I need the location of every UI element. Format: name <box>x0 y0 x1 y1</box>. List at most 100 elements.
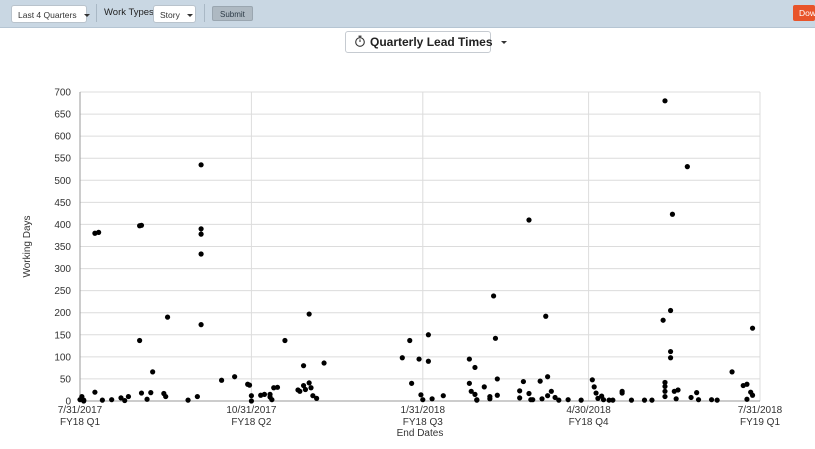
data-point <box>695 397 702 403</box>
data-point <box>669 211 676 217</box>
chevron-down-icon <box>500 41 507 45</box>
data-point <box>96 229 102 235</box>
data-point <box>297 388 303 394</box>
data-point <box>194 393 200 400</box>
data-point <box>673 396 679 402</box>
data-point <box>517 388 523 394</box>
data-point <box>474 397 480 403</box>
data-point <box>660 317 666 323</box>
data-point <box>418 392 424 398</box>
data-point <box>662 388 668 394</box>
scatter-chart: 0 50 100 150 200 250 300 350 400 450 500 550 600 650 7… <box>22 88 783 440</box>
data-point <box>466 356 472 362</box>
data-point <box>198 162 204 168</box>
data-point <box>589 377 595 383</box>
chart-selector-dropdown[interactable]: Quarterly Lead Times <box>345 31 507 53</box>
chevron-down-icon <box>186 14 193 18</box>
data-point <box>109 397 115 403</box>
download-button[interactable]: Dow <box>793 5 815 21</box>
y-tick-label: 0 <box>65 397 71 408</box>
work-types-label: Work Types: <box>104 7 157 18</box>
x-tick-sublabel: FY18 Q4 <box>569 417 609 428</box>
data-point <box>675 387 681 393</box>
data-point <box>321 360 327 366</box>
work-types-dropdown-label: Story <box>160 10 180 20</box>
data-point <box>429 396 435 402</box>
data-point <box>261 391 268 397</box>
data-point <box>520 378 526 385</box>
data-point <box>492 335 499 341</box>
range-dropdown-label: Last 4 Quarters <box>18 10 77 20</box>
data-point <box>81 398 87 404</box>
data-point <box>274 384 281 390</box>
data-point <box>744 396 750 402</box>
data-point <box>144 396 150 402</box>
y-tick-label: 650 <box>54 110 71 121</box>
data-point <box>425 332 431 338</box>
divider <box>96 4 97 22</box>
data-point <box>662 98 668 104</box>
chart-title: Quarterly Lead Times <box>370 35 493 49</box>
data-point <box>565 397 571 403</box>
data-point <box>468 388 474 394</box>
data-point <box>517 395 523 401</box>
data-point <box>137 337 143 344</box>
data-point <box>708 397 715 403</box>
data-point <box>300 382 307 389</box>
data-point <box>466 380 472 386</box>
x-tick-label: 7/31/2018 <box>738 405 783 416</box>
data-point <box>619 390 625 396</box>
data-point <box>662 393 668 400</box>
data-point <box>530 397 536 403</box>
data-point <box>306 311 312 317</box>
data-point <box>125 393 132 400</box>
range-dropdown[interactable]: Last 4 Quarters <box>11 5 90 23</box>
data-point <box>490 293 497 299</box>
data-point <box>138 222 145 228</box>
data-point <box>472 391 478 397</box>
data-point <box>641 397 648 403</box>
chevron-down-icon <box>83 14 90 18</box>
data-point <box>667 348 674 355</box>
data-point <box>198 322 204 328</box>
data-point <box>425 358 431 364</box>
submit-button[interactable]: Submit <box>212 6 253 21</box>
y-tick-label: 700 <box>54 88 71 99</box>
data-point <box>99 397 105 403</box>
data-point <box>684 164 690 170</box>
data-point <box>545 393 551 399</box>
data-point <box>548 388 554 394</box>
data-point <box>185 397 191 403</box>
data-point <box>749 325 756 331</box>
y-tick-label: 250 <box>54 286 71 297</box>
data-point <box>416 356 422 362</box>
x-tick-label: 4/30/2018 <box>566 405 611 416</box>
x-tick-label: 10/31/2017 <box>226 405 276 416</box>
data-point <box>163 393 169 400</box>
data-point <box>545 374 551 380</box>
data-point <box>198 231 204 237</box>
work-types-dropdown[interactable]: Story <box>153 5 196 23</box>
data-point <box>537 378 543 384</box>
x-tick-sublabel: FY18 Q2 <box>231 417 271 428</box>
data-point <box>399 355 405 361</box>
y-tick-label: 50 <box>60 374 72 385</box>
y-tick-label: 100 <box>54 352 71 363</box>
x-axis-title: End Dates <box>397 428 444 439</box>
data-point <box>440 393 446 399</box>
data-point <box>122 397 128 404</box>
data-point <box>578 397 584 403</box>
data-point <box>556 397 562 403</box>
data-point <box>694 390 700 396</box>
data-point <box>526 217 532 223</box>
y-tick-label: 300 <box>54 264 71 275</box>
x-tick-sublabel: FY18 Q3 <box>403 417 443 428</box>
data-point <box>218 377 225 383</box>
x-tick-label: 1/31/2018 <box>401 405 446 416</box>
y-axis-title: Working Days <box>22 215 33 277</box>
y-tick-label: 150 <box>54 330 71 341</box>
data-point <box>118 395 124 401</box>
data-point <box>552 394 558 401</box>
data-point <box>662 383 668 390</box>
data-point <box>688 394 694 401</box>
